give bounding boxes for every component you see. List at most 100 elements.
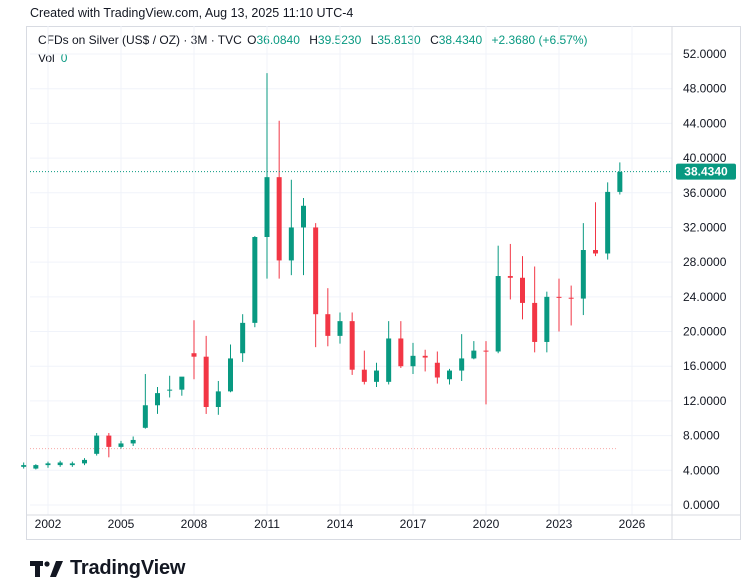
candle-down[interactable] [532, 266, 538, 353]
candle-down[interactable] [313, 223, 319, 348]
x-tick-label: 2002 [35, 517, 62, 531]
candle-body [57, 462, 63, 466]
y-tick-label: 8.0000 [683, 429, 720, 443]
time-axis: 2002 2005 2008 2011 2014 2017 2020 2023 2026 [26, 514, 741, 531]
candle-up[interactable] [69, 461, 75, 467]
candle-up[interactable] [264, 73, 270, 279]
tradingview-logo[interactable]: TradingView [30, 557, 185, 580]
x-tick-label: 2017 [400, 517, 427, 531]
candle-body [459, 358, 465, 371]
candle-up[interactable] [94, 433, 100, 456]
candle-body [507, 276, 513, 278]
candle-down[interactable] [325, 288, 331, 347]
candle-up[interactable] [301, 197, 306, 276]
candle-up[interactable] [447, 368, 452, 385]
candle-down[interactable] [556, 278, 562, 332]
candle-up[interactable] [374, 362, 379, 388]
candle-up[interactable] [33, 464, 39, 470]
candle-body [337, 321, 343, 336]
candle-up[interactable] [167, 375, 173, 398]
candle-down[interactable] [483, 341, 489, 405]
candle-body [264, 177, 270, 238]
candle-up[interactable] [45, 461, 51, 468]
candle-down[interactable] [398, 321, 404, 368]
candle-up[interactable] [155, 387, 160, 414]
candle-down[interactable] [276, 120, 282, 279]
candle-up[interactable] [228, 344, 233, 393]
candles-group [21, 73, 623, 470]
candle-up[interactable] [544, 291, 550, 353]
candle-body [155, 393, 160, 406]
candle-up[interactable] [617, 162, 623, 195]
candle-body [21, 465, 27, 467]
candle-body [252, 237, 258, 323]
candle-up[interactable] [240, 314, 246, 362]
candle-up[interactable] [605, 182, 611, 260]
candle-body [556, 296, 562, 298]
x-tick-label: 2020 [473, 517, 500, 531]
last-price-label: 38.4340 [684, 165, 728, 179]
candle-up[interactable] [21, 462, 27, 469]
candle-down[interactable] [422, 349, 428, 372]
candle-down[interactable] [593, 202, 598, 257]
candle-body [203, 356, 209, 407]
candle-body [374, 370, 379, 382]
candle-body [568, 297, 574, 299]
y-tick-label: 20.0000 [683, 325, 727, 339]
candle-up[interactable] [252, 236, 258, 328]
candle-body [167, 389, 173, 391]
candle-body [130, 439, 136, 444]
candle-up[interactable] [215, 380, 221, 415]
candle-body [325, 314, 331, 336]
candle-down[interactable] [568, 285, 574, 326]
candle-up[interactable] [118, 440, 124, 449]
candle-down[interactable] [106, 433, 112, 458]
candle-up[interactable] [386, 321, 392, 385]
legend-symbol[interactable]: CFDs on Silver (US$ / OZ) · 3M · TVC [38, 33, 242, 47]
last-price-group: 38.4340 [30, 163, 736, 180]
legend-close-label: C [430, 33, 439, 47]
candle-down[interactable] [203, 335, 209, 414]
y-tick-label: 16.0000 [683, 359, 727, 373]
candle-body [301, 205, 306, 228]
candle-body [593, 250, 598, 254]
candle-up[interactable] [495, 245, 501, 354]
candle-body [361, 369, 367, 382]
candle-up[interactable] [471, 341, 477, 360]
candle-down[interactable] [349, 312, 355, 375]
candle-body [398, 338, 404, 367]
candle-down[interactable] [520, 256, 525, 320]
y-tick-label: 44.0000 [683, 116, 727, 130]
candle-down[interactable] [191, 320, 197, 380]
y-tick-label: 28.0000 [683, 255, 727, 269]
grid-lines [30, 26, 672, 515]
candle-down[interactable] [507, 243, 513, 300]
x-tick-label: 2005 [108, 517, 135, 531]
candle-body [288, 227, 294, 261]
legend-change: +2.3680 (+6.57%) [491, 33, 588, 47]
legend-low-label: L [370, 33, 378, 47]
candle-up[interactable] [580, 223, 586, 316]
legend-high-label: H [309, 33, 318, 47]
x-tick-label: 2008 [181, 517, 208, 531]
candle-up[interactable] [337, 312, 343, 344]
candle-body [520, 277, 525, 303]
candle-up[interactable] [130, 436, 136, 447]
candle-up[interactable] [410, 342, 416, 375]
candle-body [276, 177, 282, 261]
candle-down[interactable] [434, 351, 440, 384]
y-tick-label: 36.0000 [683, 186, 727, 200]
candle-up[interactable] [82, 458, 87, 466]
candle-body [179, 376, 185, 390]
volume-value: 0 [60, 51, 68, 65]
candle-down[interactable] [361, 350, 367, 385]
candle-up[interactable] [179, 376, 185, 396]
candle-up[interactable] [459, 334, 465, 381]
candle-up[interactable] [57, 460, 63, 467]
candle-up[interactable] [288, 179, 294, 276]
candle-body [386, 338, 392, 382]
candle-up[interactable] [142, 374, 148, 429]
y-tick-label: 40.0000 [683, 151, 727, 165]
x-tick-label: 2023 [546, 517, 573, 531]
